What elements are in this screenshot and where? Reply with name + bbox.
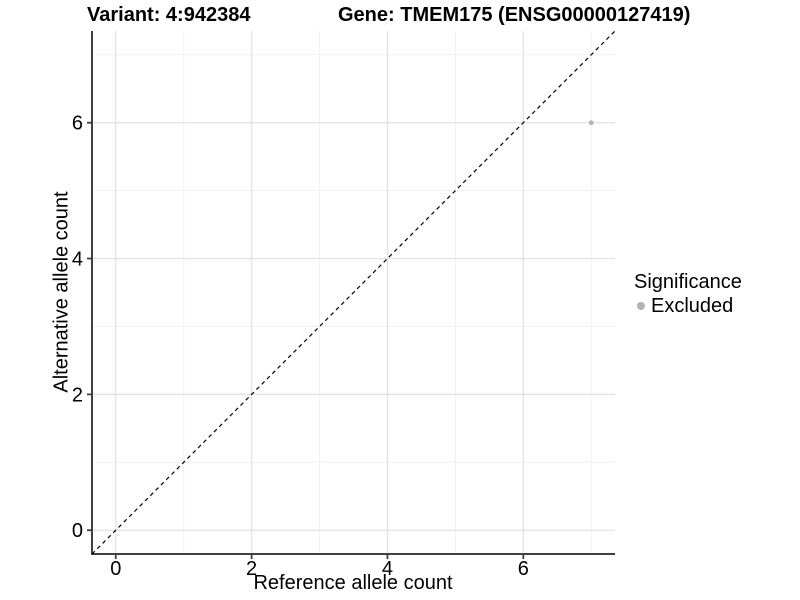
legend-item-excluded: Excluded (634, 296, 742, 316)
y-axis-title: Alternative allele count (50, 191, 73, 393)
identity-reference-line (91, 30, 616, 555)
x-tick-label: 0 (110, 558, 121, 580)
legend-title: Significance (634, 271, 742, 293)
y-tick-label: 0 (72, 520, 83, 542)
y-tick-label: 2 (72, 384, 83, 406)
legend: Significance Excluded (634, 271, 742, 316)
x-tick-label: 2 (246, 558, 257, 580)
x-tick-label: 6 (518, 558, 529, 580)
data-point (588, 120, 594, 126)
legend-item-label: Excluded (651, 295, 734, 317)
plot-title-variant: Variant: 4:942384 (87, 4, 251, 26)
x-axis-title: Reference allele count (253, 572, 453, 594)
x-tick-label: 4 (382, 558, 393, 580)
y-tick-label: 4 (72, 249, 83, 271)
legend-point-swatch-icon (637, 302, 645, 310)
plot-title-gene: Gene: TMEM175 (ENSG00000127419) (338, 4, 691, 26)
y-tick-label: 6 (72, 113, 83, 135)
